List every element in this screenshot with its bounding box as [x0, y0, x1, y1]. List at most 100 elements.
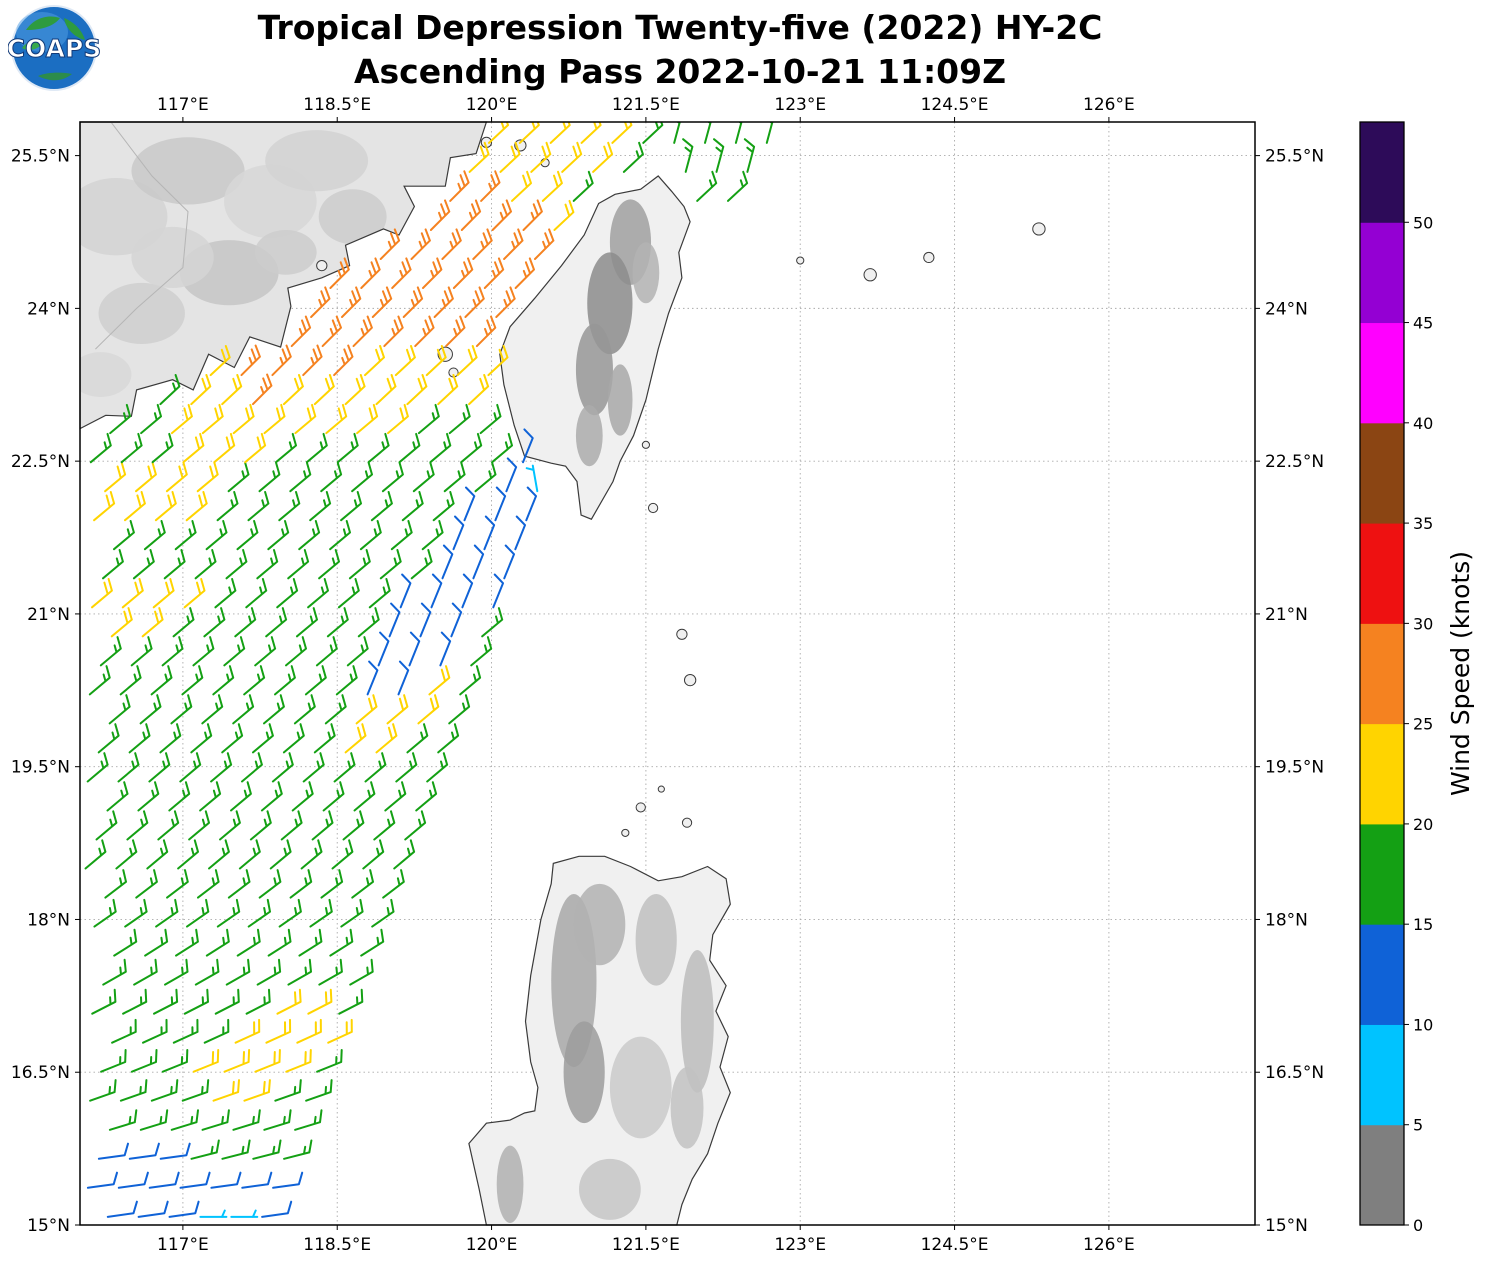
wind-barb: [267, 928, 292, 957]
wind-barb: [448, 403, 471, 435]
terrain-blob: [609, 1036, 672, 1139]
wind-barb: [256, 549, 279, 580]
wind-barb: [713, 138, 725, 173]
wind-barb: [247, 491, 270, 522]
wind-barb: [111, 1018, 137, 1044]
wind-barb: [260, 781, 283, 812]
wind-barb: [481, 607, 504, 638]
colorbar-tick-label: 35: [1413, 514, 1433, 533]
wind-barb: [139, 694, 162, 725]
wind-barb: [487, 345, 509, 377]
terrain-shading-taiwan: [575, 199, 660, 467]
wind-barb: [181, 1079, 210, 1102]
wind-barb: [433, 286, 454, 318]
wind-barb: [278, 898, 302, 928]
wind-barb: [196, 461, 219, 493]
wind-barb: [381, 461, 404, 493]
wind-barb: [511, 170, 532, 202]
wind-barb: [236, 520, 259, 551]
wind-barb: [282, 723, 305, 754]
wind-barb: [141, 607, 164, 638]
wind-barb: [142, 1018, 168, 1044]
wind-barb: [530, 141, 552, 173]
lon-tick-label-bottom: 121.5°E: [612, 1235, 680, 1255]
wind-barb: [360, 257, 381, 289]
wind-barb: [337, 578, 360, 609]
wind-barb: [256, 958, 282, 986]
colorbar-tick-label: 20: [1413, 815, 1433, 834]
wind-barb: [491, 199, 512, 231]
lat-tick-label-left: 15°N: [27, 1216, 70, 1236]
wind-barb: [410, 549, 433, 580]
wind-barb: [310, 286, 331, 318]
terrain-blob: [573, 883, 626, 966]
colorbar-tick-label: 15: [1413, 915, 1433, 934]
wind-barb: [89, 432, 112, 464]
wind-barb: [387, 403, 409, 435]
wind-barb: [428, 665, 451, 696]
terrain-blob: [575, 405, 603, 467]
wind-barb: [170, 1109, 199, 1131]
wind-barb: [183, 578, 206, 609]
wind-barb: [244, 432, 267, 464]
wind-barb: [240, 344, 261, 377]
wind-barb: [311, 810, 334, 841]
terrain-blob: [563, 1021, 605, 1124]
wind-barb: [106, 1200, 138, 1218]
wind-barb: [254, 636, 277, 667]
wind-barb: [263, 1109, 292, 1131]
wind-barb: [159, 374, 181, 406]
wind-barb: [483, 515, 496, 551]
wind-barb: [518, 122, 540, 144]
wind-barb: [192, 1049, 220, 1073]
lon-tick-label-top: 118.5°E: [303, 95, 371, 115]
wind-barb: [291, 781, 314, 812]
terrain-blob: [131, 137, 245, 205]
wind-barb: [263, 403, 286, 435]
wind-barb: [364, 752, 387, 783]
terrain-shading-luzon: [496, 883, 714, 1223]
wind-barb: [293, 694, 316, 725]
wind-barb: [340, 491, 362, 522]
wind-barb: [223, 636, 246, 667]
wind-barb: [468, 141, 490, 173]
wind-barb: [139, 1109, 169, 1131]
wind-barb: [441, 544, 454, 580]
wind-barb: [185, 491, 208, 522]
wind-barb: [304, 665, 327, 696]
wind-barb: [234, 607, 257, 638]
wind-barb: [287, 958, 312, 986]
wind-barb: [525, 464, 539, 493]
wind-barb: [441, 228, 462, 260]
small-island: [316, 260, 328, 272]
wind-barb: [305, 1079, 333, 1102]
wind-barb: [135, 461, 157, 493]
colorbar-tick-label: 0: [1413, 1216, 1423, 1235]
wind-barb: [399, 573, 412, 609]
wind-barb: [203, 607, 226, 638]
plot-title: Tropical Depression Twenty-five (2022) H…: [80, 6, 1280, 93]
wind-barb: [503, 544, 515, 580]
wind-barb: [179, 1171, 211, 1189]
wind-barb: [104, 869, 127, 899]
terrain-blob: [80, 178, 168, 256]
wind-barb: [495, 286, 516, 318]
terrain-blob: [632, 242, 660, 304]
wind-barb: [313, 723, 336, 754]
wind-barb: [525, 486, 537, 522]
terrain-shading-china-coast: [80, 130, 387, 397]
wind-barb: [572, 170, 594, 202]
logo-land-4: [38, 72, 72, 81]
wind-barb: [285, 1049, 312, 1073]
wind-barb: [166, 869, 189, 899]
wind-barb: [386, 694, 409, 725]
colorbar-segment: [1360, 623, 1404, 725]
wind-barb: [445, 315, 466, 348]
terrain-blob: [496, 1145, 524, 1223]
small-island: [641, 440, 650, 449]
wind-barb: [221, 723, 244, 754]
wind-barb: [130, 636, 153, 667]
wind-barb: [225, 958, 251, 986]
lon-axis-labels: 117°E 117°E 118.5°E 118.5°E 120°E 120°E 121.5°…: [157, 95, 1135, 1255]
wind-barb: [265, 1018, 292, 1044]
